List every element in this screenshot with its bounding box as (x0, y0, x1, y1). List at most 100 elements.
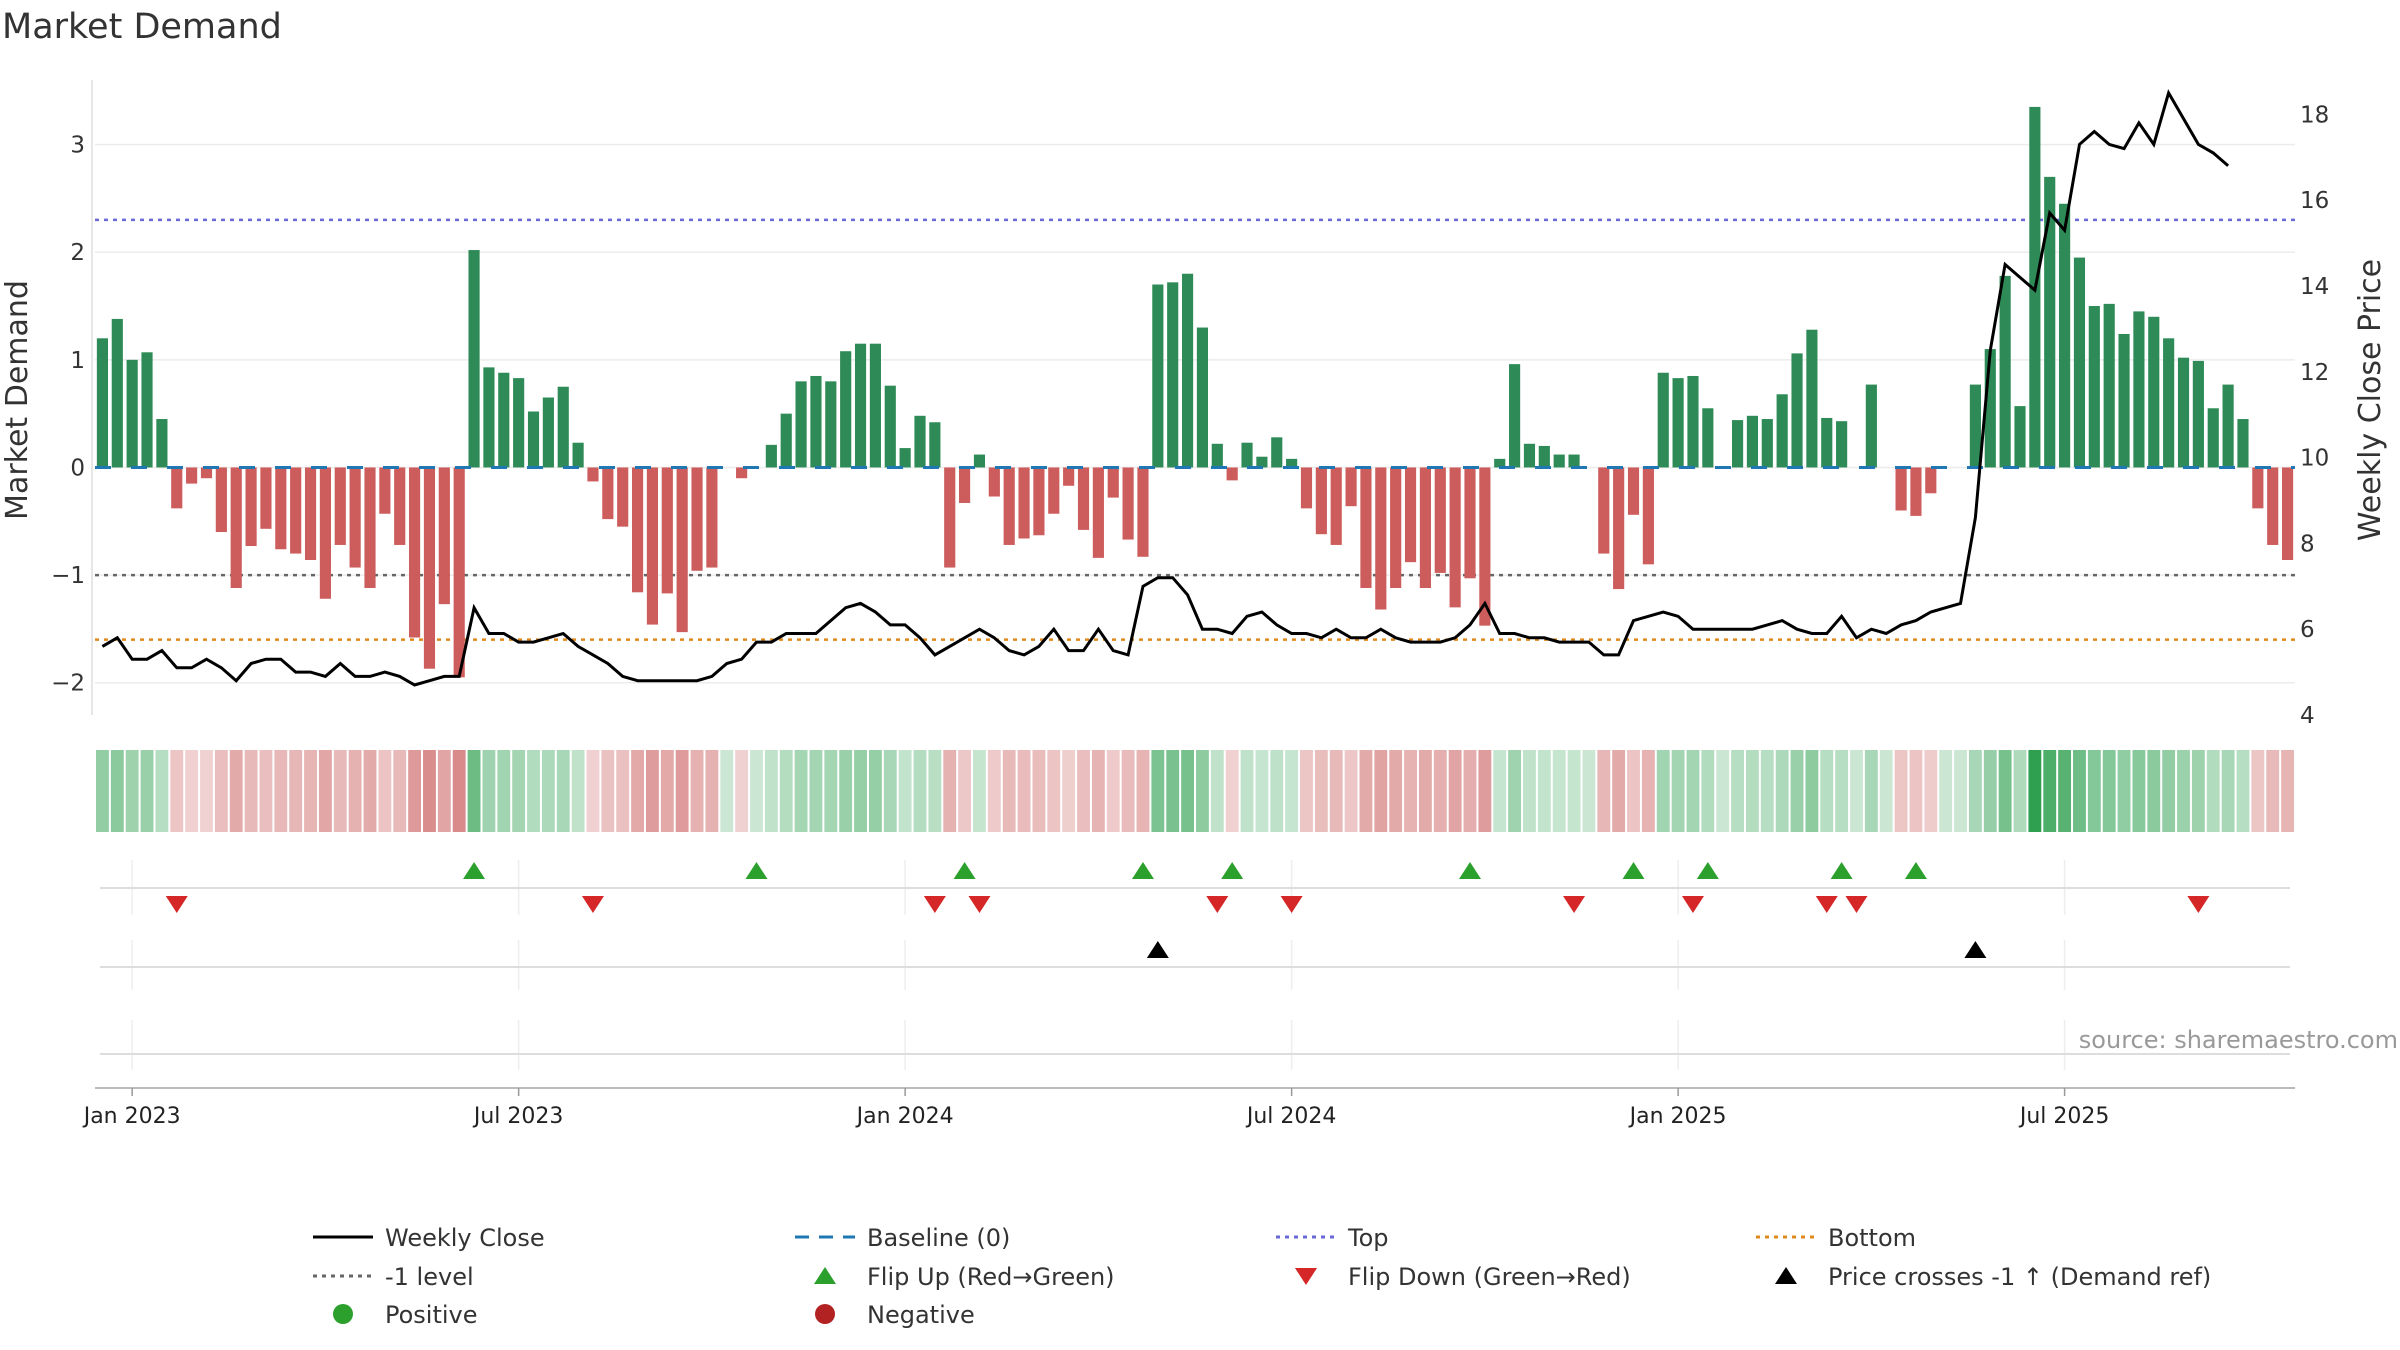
x-tick-label: Jan 2024 (855, 1104, 954, 1129)
flip-down-marker (1206, 896, 1229, 913)
heat-cell (363, 750, 377, 832)
demand-bar (1509, 364, 1521, 468)
heat-cell (1091, 750, 1105, 832)
heat-cell (274, 750, 288, 832)
demand-bar (215, 467, 227, 533)
heat-cell (1285, 750, 1299, 832)
demand-bar (1865, 384, 1877, 468)
demand-bar (290, 467, 302, 554)
heat-cell (2073, 750, 2086, 832)
heat-cell (452, 750, 466, 832)
left-tick-label: −2 (51, 671, 85, 697)
heat-cell (1463, 750, 1477, 832)
heat-cell (1329, 750, 1343, 832)
heat-cell (987, 750, 1001, 832)
demand-bar (96, 338, 109, 468)
heat-cell (1850, 750, 1863, 832)
demand-bar (527, 411, 540, 468)
demand-bar (319, 467, 331, 599)
heat-cell (229, 750, 243, 832)
heat-cell (556, 750, 570, 832)
demand-bar (1806, 329, 1818, 468)
flip-down-marker (1815, 896, 1838, 913)
flip-markers-panel (100, 860, 2290, 915)
right-tick-label: 10 (2300, 446, 2329, 472)
right-tick-label: 6 (2300, 617, 2315, 643)
demand-bar (2163, 338, 2175, 468)
heat-cell (1106, 750, 1120, 832)
heat-cell (764, 750, 778, 832)
demand-bar (1761, 419, 1773, 468)
heat-cell (809, 750, 823, 832)
heat-cell (1998, 750, 2012, 832)
heat-cell (2162, 750, 2176, 832)
demand-bar (245, 467, 257, 547)
demand-bar (2281, 467, 2294, 561)
demand-bar (2044, 176, 2056, 468)
left-tick-label: 3 (70, 133, 85, 159)
heat-cell (200, 750, 213, 832)
heat-cell (1062, 750, 1076, 832)
legend-item: Baseline (0) (795, 1224, 1010, 1252)
right-tick-label: 18 (2300, 102, 2329, 128)
demand-bar (2073, 257, 2086, 468)
heat-cell (1537, 750, 1551, 832)
demand-bar (438, 467, 450, 605)
heat-cell (244, 750, 258, 832)
legend-item: Negative (815, 1301, 975, 1329)
demand-bar (1137, 467, 1149, 557)
demand-bar (260, 467, 272, 529)
demand-bar (1538, 445, 1550, 468)
legend-item: Weekly Close (313, 1224, 545, 1252)
heat-cell (2147, 750, 2161, 832)
flip-down-marker (1681, 896, 1704, 913)
legend-label: Price crosses -1 ↑ (Demand ref) (1828, 1263, 2211, 1291)
flip-down-marker (581, 896, 604, 913)
heat-cell (2043, 750, 2057, 832)
heat-cell (1077, 750, 1090, 832)
empty-panel (100, 1020, 2290, 1070)
flip-down-marker (2187, 896, 2210, 913)
demand-bar (2059, 203, 2071, 468)
flip-down-marker (1845, 896, 1868, 913)
demand-bar (1315, 467, 1327, 535)
heat-cell (601, 750, 615, 832)
heat-cell (2191, 750, 2205, 832)
heat-cell (1746, 750, 1759, 832)
heat-cell (1656, 750, 1670, 832)
demand-bar (498, 372, 510, 468)
heat-cell (913, 750, 927, 832)
heat-cell (155, 750, 169, 832)
heat-cell (1404, 750, 1417, 832)
heat-cell (824, 750, 838, 832)
demand-bar (869, 343, 881, 468)
legend-item: Flip Up (Red→Green) (814, 1263, 1115, 1291)
heat-cell (1210, 750, 1224, 832)
heat-cell (854, 750, 867, 832)
demand-bar (141, 352, 153, 468)
heat-cell (1879, 750, 1893, 832)
demand-bar (1776, 394, 1788, 468)
right-tick-label: 12 (2300, 360, 2329, 386)
heat-cell (2177, 750, 2190, 832)
heat-cell (482, 750, 496, 832)
demand-bar (1969, 384, 1981, 468)
legend-item: Flip Down (Green→Red) (1295, 1263, 1631, 1291)
heat-cell (2251, 750, 2265, 832)
demand-bar (691, 467, 703, 571)
demand-bar (1984, 349, 1996, 468)
demand-bar (1122, 467, 1134, 540)
demand-bar (1419, 467, 1431, 588)
heat-cell (1032, 750, 1046, 832)
demand-bar (1999, 275, 2011, 468)
heat-cell (378, 750, 392, 832)
demand-bar (364, 467, 376, 588)
heat-cell (1597, 750, 1611, 832)
demand-bar (126, 359, 138, 468)
demand-bar (1746, 415, 1759, 468)
heat-cell (631, 750, 644, 832)
demand-bar (1657, 372, 1669, 468)
demand-bar (780, 413, 792, 468)
legend-item: -1 level (313, 1263, 474, 1291)
heat-cell (646, 750, 659, 832)
